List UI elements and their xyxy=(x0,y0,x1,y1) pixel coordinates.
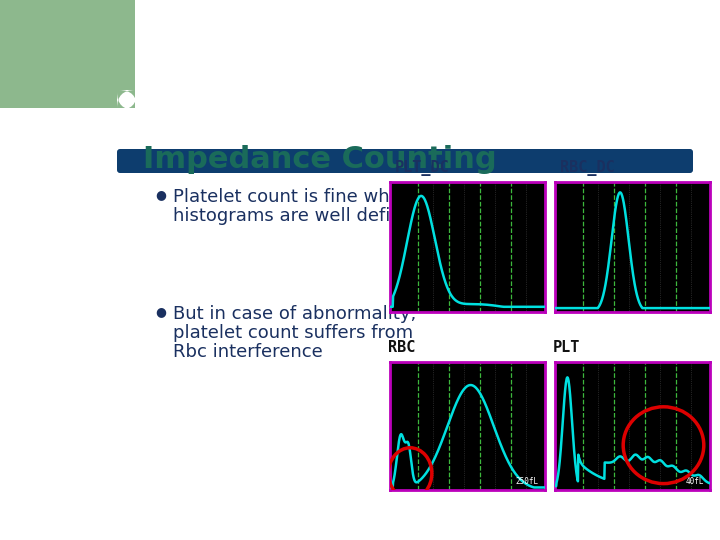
Text: histograms are well defined: histograms are well defined xyxy=(173,207,424,225)
Text: PLT: PLT xyxy=(553,340,580,355)
Text: platelet count suffers from: platelet count suffers from xyxy=(173,324,413,342)
Text: 40fL: 40fL xyxy=(685,477,703,486)
Bar xyxy=(0,108,720,540)
Text: PLT_DC: PLT_DC xyxy=(395,160,450,176)
Text: ●: ● xyxy=(155,188,166,201)
FancyBboxPatch shape xyxy=(117,90,137,110)
Text: RBC_DC: RBC_DC xyxy=(560,160,615,176)
Text: Rbc interference: Rbc interference xyxy=(173,343,323,361)
Bar xyxy=(135,0,720,108)
Bar xyxy=(0,0,135,108)
Text: RBC: RBC xyxy=(388,340,415,355)
Text: Impedance Counting: Impedance Counting xyxy=(143,145,497,174)
Text: But in case of abnormality,: But in case of abnormality, xyxy=(173,305,416,323)
Text: Platelet count is fine when: Platelet count is fine when xyxy=(173,188,412,206)
Text: 250fL: 250fL xyxy=(516,477,539,486)
FancyBboxPatch shape xyxy=(117,149,693,173)
Text: ●: ● xyxy=(155,305,166,318)
